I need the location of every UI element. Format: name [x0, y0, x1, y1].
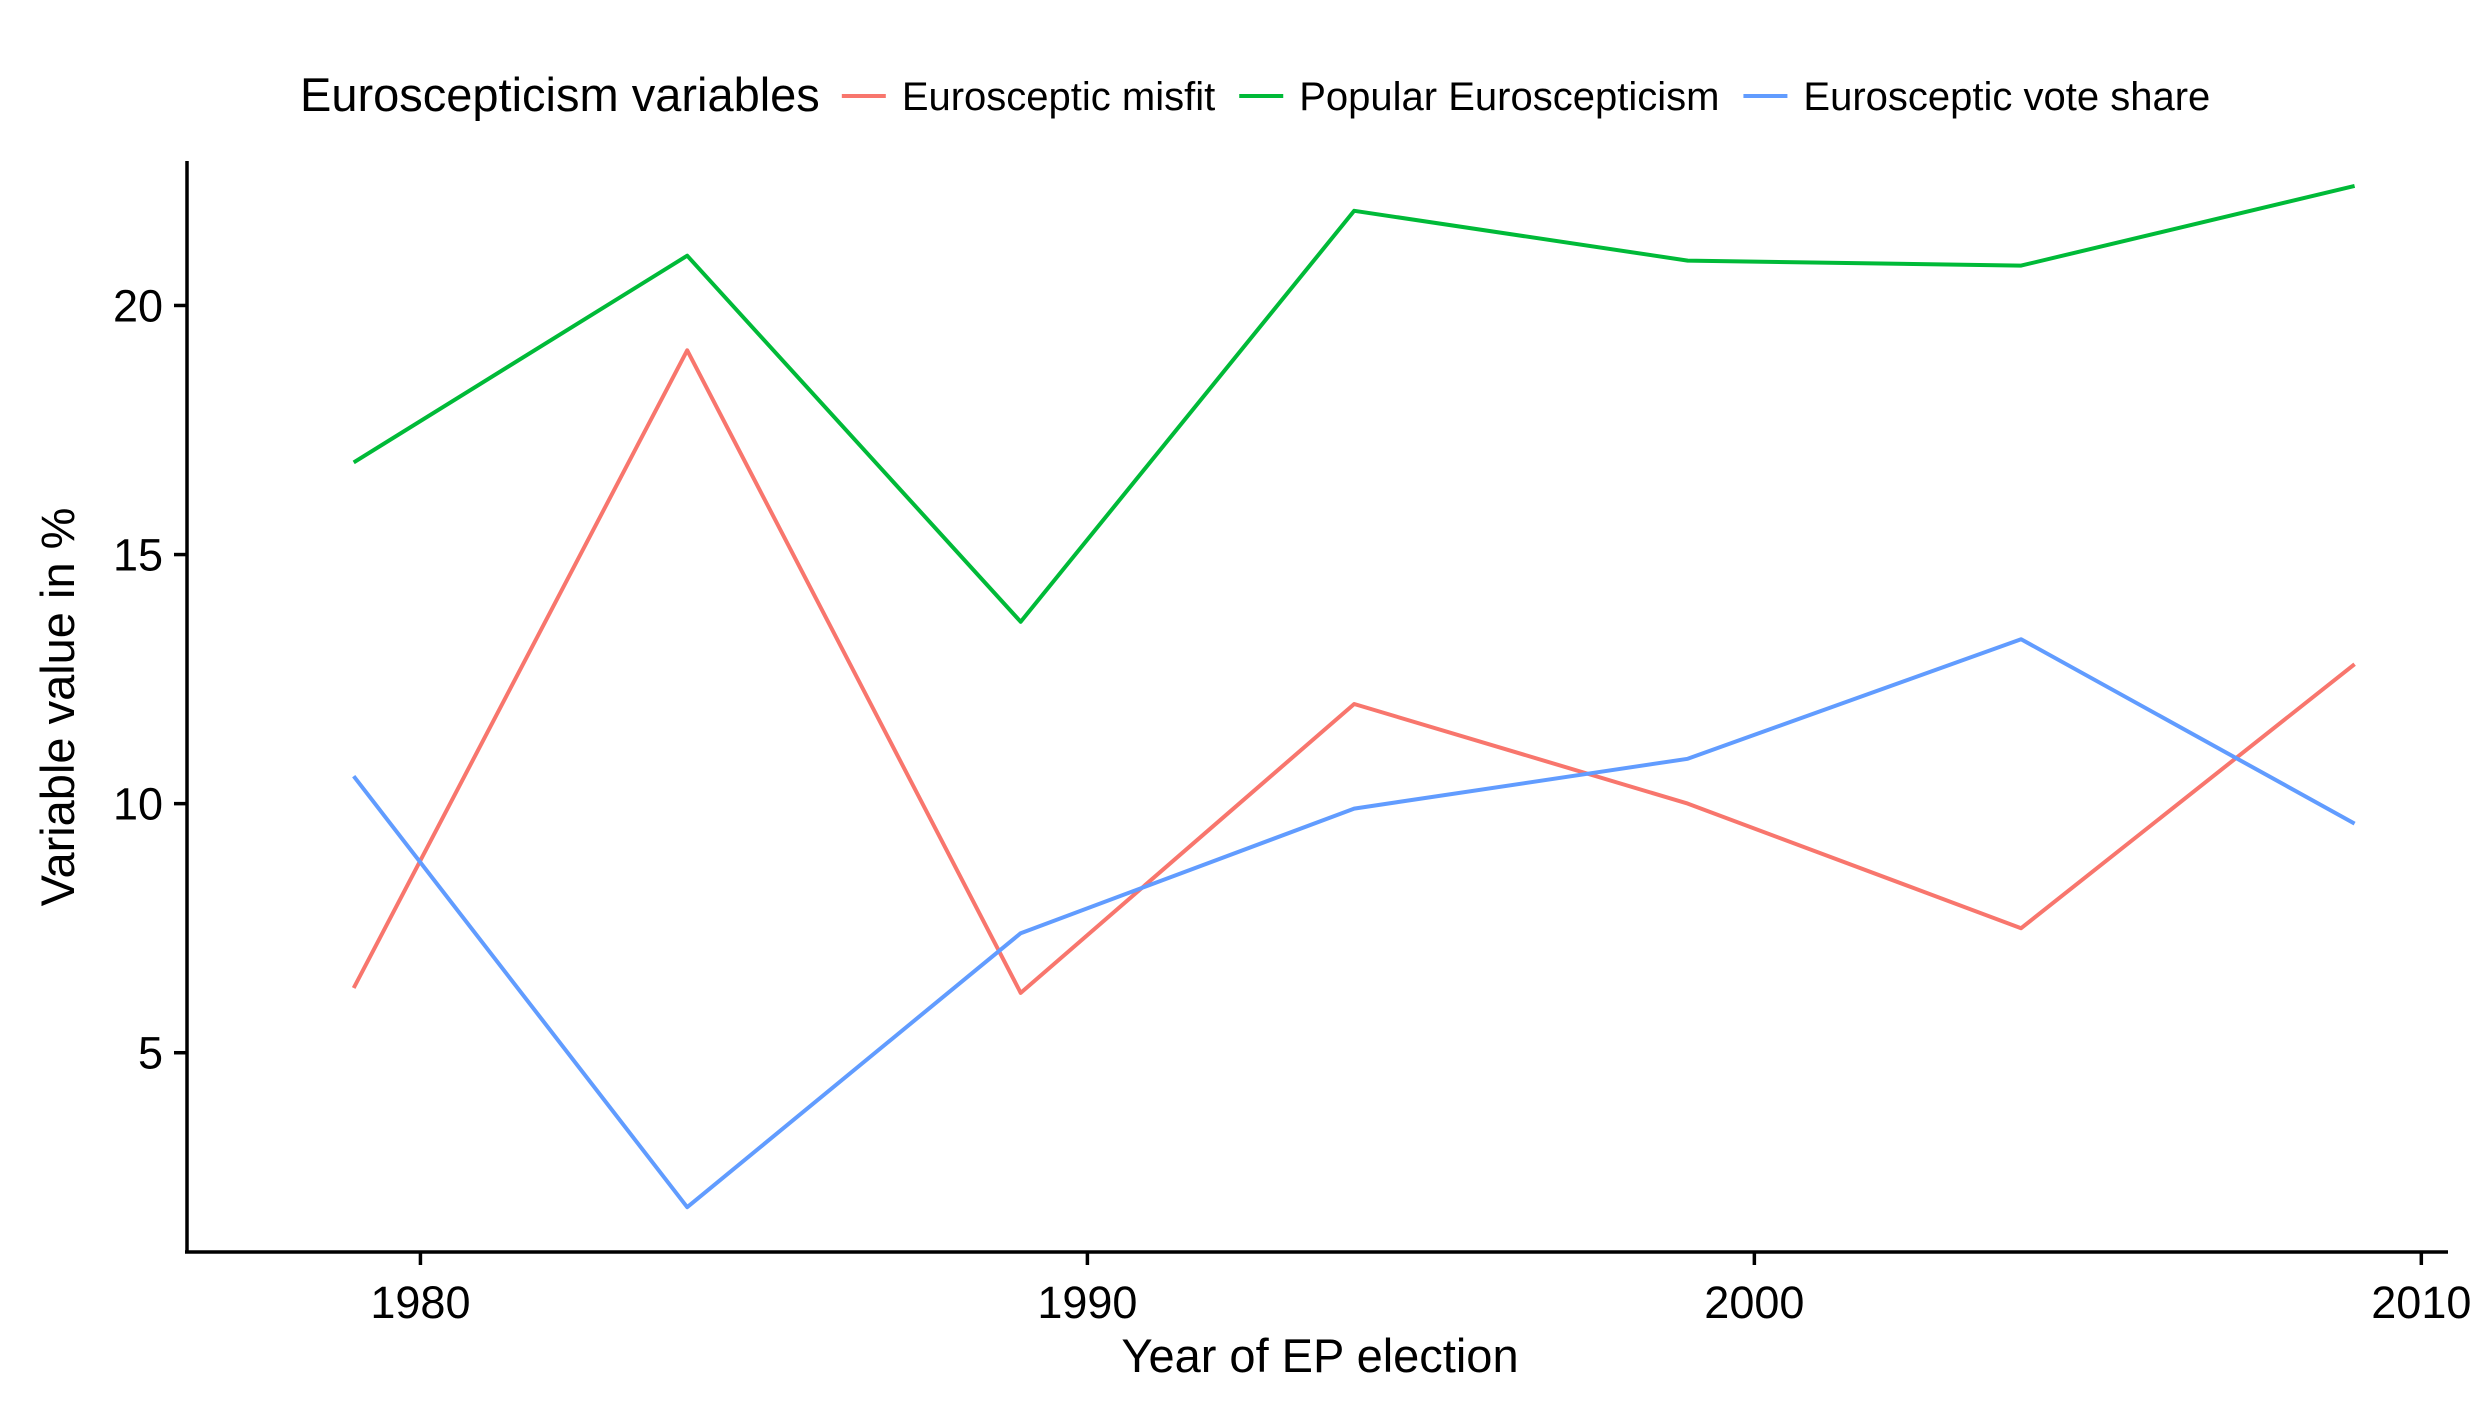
legend-label-eurosceptic-vote-share: Eurosceptic vote share [1803, 75, 2210, 119]
x-tick-label: 2000 [1704, 1277, 1804, 1328]
series-line-popular-euroscepticism [352, 183, 2356, 624]
series-lines [351, 183, 2356, 1210]
axis-ticks: 5 10 15 20 1980 1990 2000 2010 [113, 280, 2471, 1328]
y-tick-label: 5 [138, 1028, 163, 1079]
y-tick-label: 10 [113, 779, 163, 830]
axes [185, 161, 2448, 1254]
y-axis-title: Variable value in % [31, 508, 84, 907]
legend: Euroscepticism variables Eurosceptic mis… [300, 68, 2210, 121]
series-line-eurosceptic-misfit [351, 348, 2356, 995]
legend-label-popular-euroscepticism: Popular Euroscepticism [1299, 75, 1719, 119]
x-axis-title: Year of EP election [1121, 1329, 1518, 1382]
y-tick-label: 20 [113, 280, 163, 331]
legend-label-eurosceptic-misfit: Eurosceptic misfit [902, 75, 1215, 119]
x-tick-label: 1980 [370, 1277, 470, 1328]
x-tick-label: 1990 [1037, 1277, 1137, 1328]
y-tick-label: 15 [113, 530, 163, 581]
legend-title: Euroscepticism variables [300, 68, 820, 121]
x-tick-label: 2010 [2371, 1277, 2471, 1328]
series-line-eurosceptic-vote-share [352, 637, 2356, 1210]
